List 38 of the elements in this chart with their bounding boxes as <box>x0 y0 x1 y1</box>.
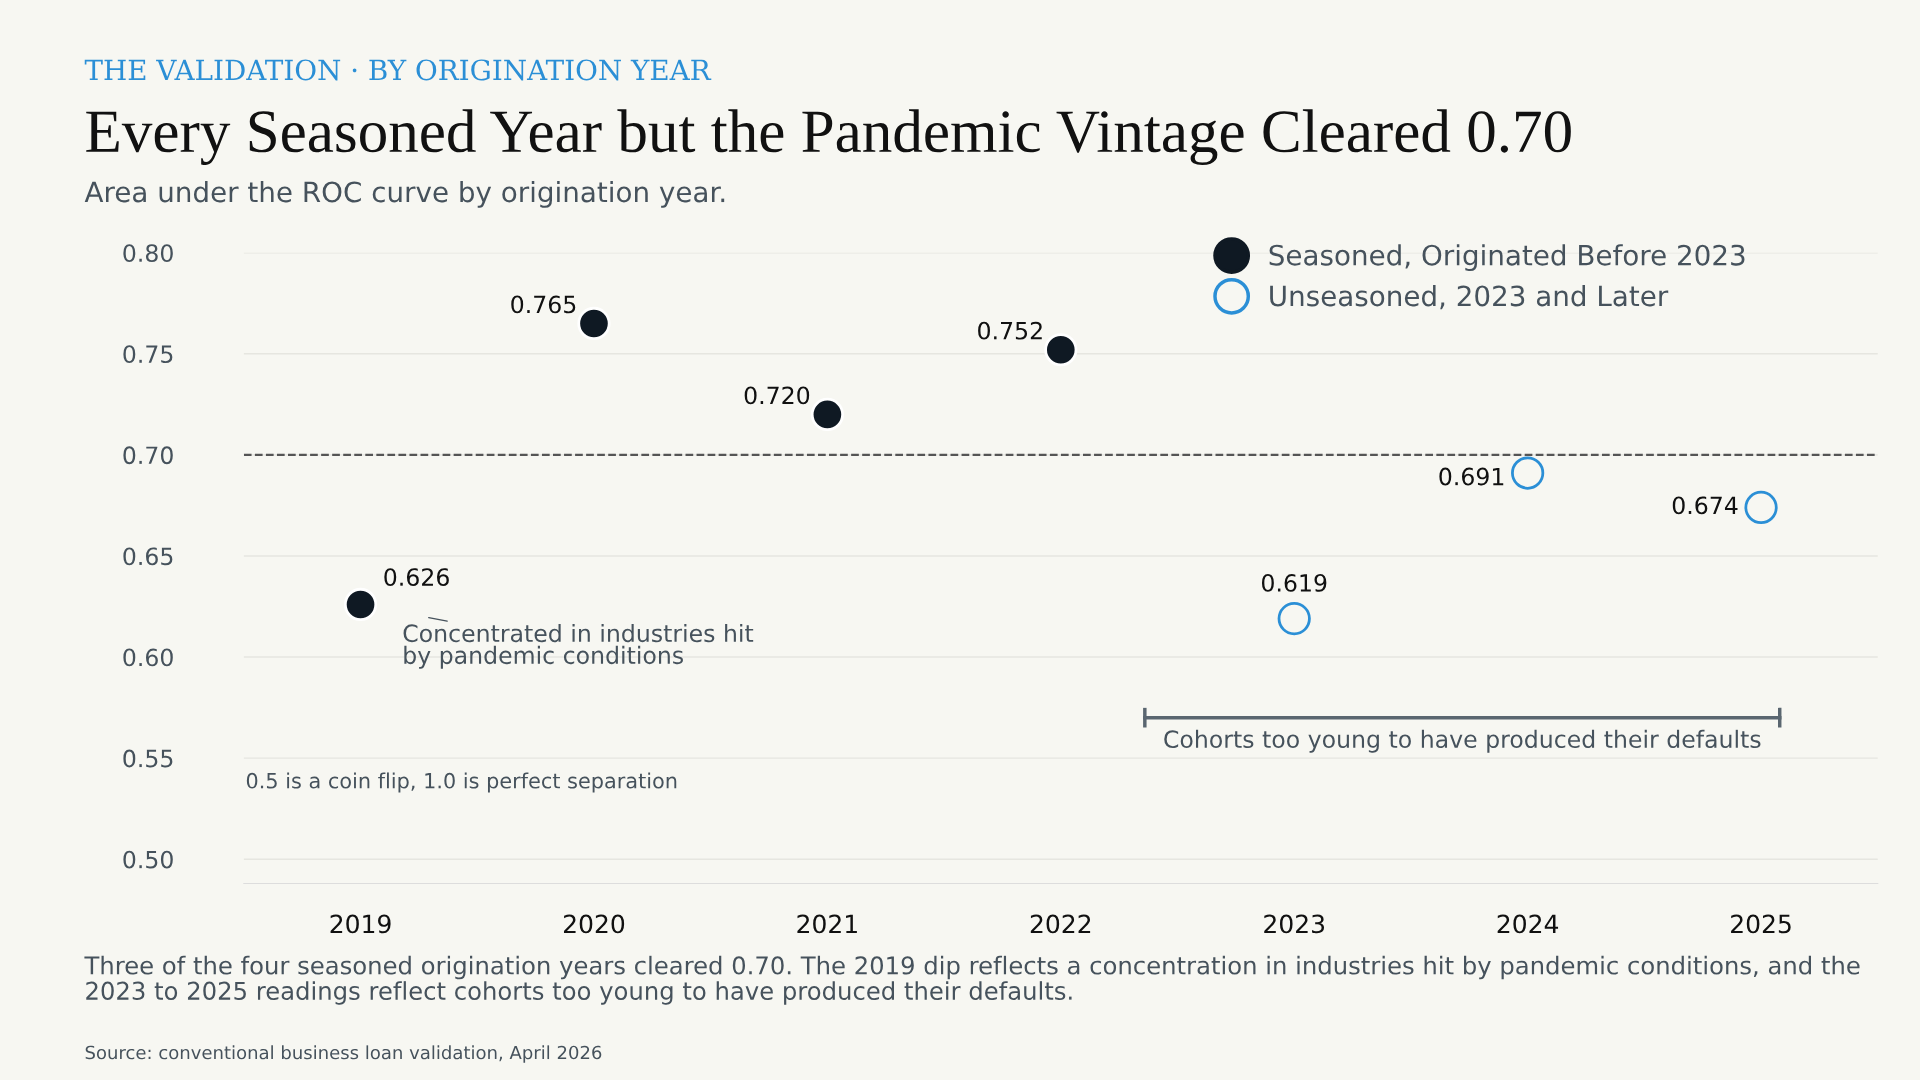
point <box>1044 333 1078 367</box>
data-label: 0.765 <box>511 295 576 314</box>
y-tick-label: 0.80 <box>123 244 173 263</box>
data-label: 0.720 <box>744 386 810 405</box>
x-tick-label: 2019 <box>330 914 391 934</box>
chart-title: Every Seasoned Year but the Pandemic Vintage Cleared 0.70 <box>86 109 1571 165</box>
data-label: 0.626 <box>384 568 449 586</box>
x-tick-label: 2025 <box>1731 914 1791 934</box>
x-tick-label: 2023 <box>1264 914 1325 934</box>
y-tick-label: 0.70 <box>123 446 173 465</box>
point <box>1511 456 1545 490</box>
y-tick-label: 0.65 <box>123 547 173 566</box>
annotation: 0.5 is a coin flip, 1.0 is perfect separation <box>246 772 677 793</box>
y-tick-label: 0.50 <box>123 850 173 869</box>
annotation: Cohorts too young to have produced their defaults <box>1164 729 1761 753</box>
legend-label: Unseasoned, 2023 and Later <box>1270 284 1669 310</box>
point <box>810 397 844 432</box>
x-tick-label: 2022 <box>1030 914 1091 934</box>
text: Three of the four seasoned origination years cleared 0.70. The 2019 dip reflects a concentration in industries hit by pandemic conditions, and the 2023 to 2025 readings reflect cohorts too young to have produced their defaults. <box>84 955 1860 1005</box>
x-tick-label: 2020 <box>563 914 625 934</box>
data-label: 0.691 <box>1439 467 1504 486</box>
y-tick-label: 0.60 <box>123 648 173 667</box>
point <box>1277 602 1311 636</box>
annotation: Concentrated in industries hit by pandemic conditions <box>403 623 754 669</box>
data-label: 0.752 <box>978 321 1042 340</box>
y-tick-label: 0.55 <box>123 749 173 768</box>
point <box>1744 490 1778 525</box>
data-label: 0.674 <box>1672 496 1738 515</box>
legend-label: Seasoned, Originated Before 2023 <box>1269 244 1745 272</box>
x-tick-label: 2024 <box>1497 914 1559 934</box>
point <box>577 306 611 341</box>
source-note: Source: conventional business loan validation, April 2026 <box>85 1045 602 1063</box>
chart-subtitle: Area under the ROC curve by origination year. <box>84 180 725 208</box>
point <box>343 587 378 622</box>
text: THE VALIDATION · BY ORIGINATION YEAR <box>84 59 712 81</box>
y-tick-label: 0.75 <box>123 345 173 364</box>
x-tick-label: 2021 <box>797 914 857 934</box>
data-label: 0.619 <box>1261 573 1327 592</box>
